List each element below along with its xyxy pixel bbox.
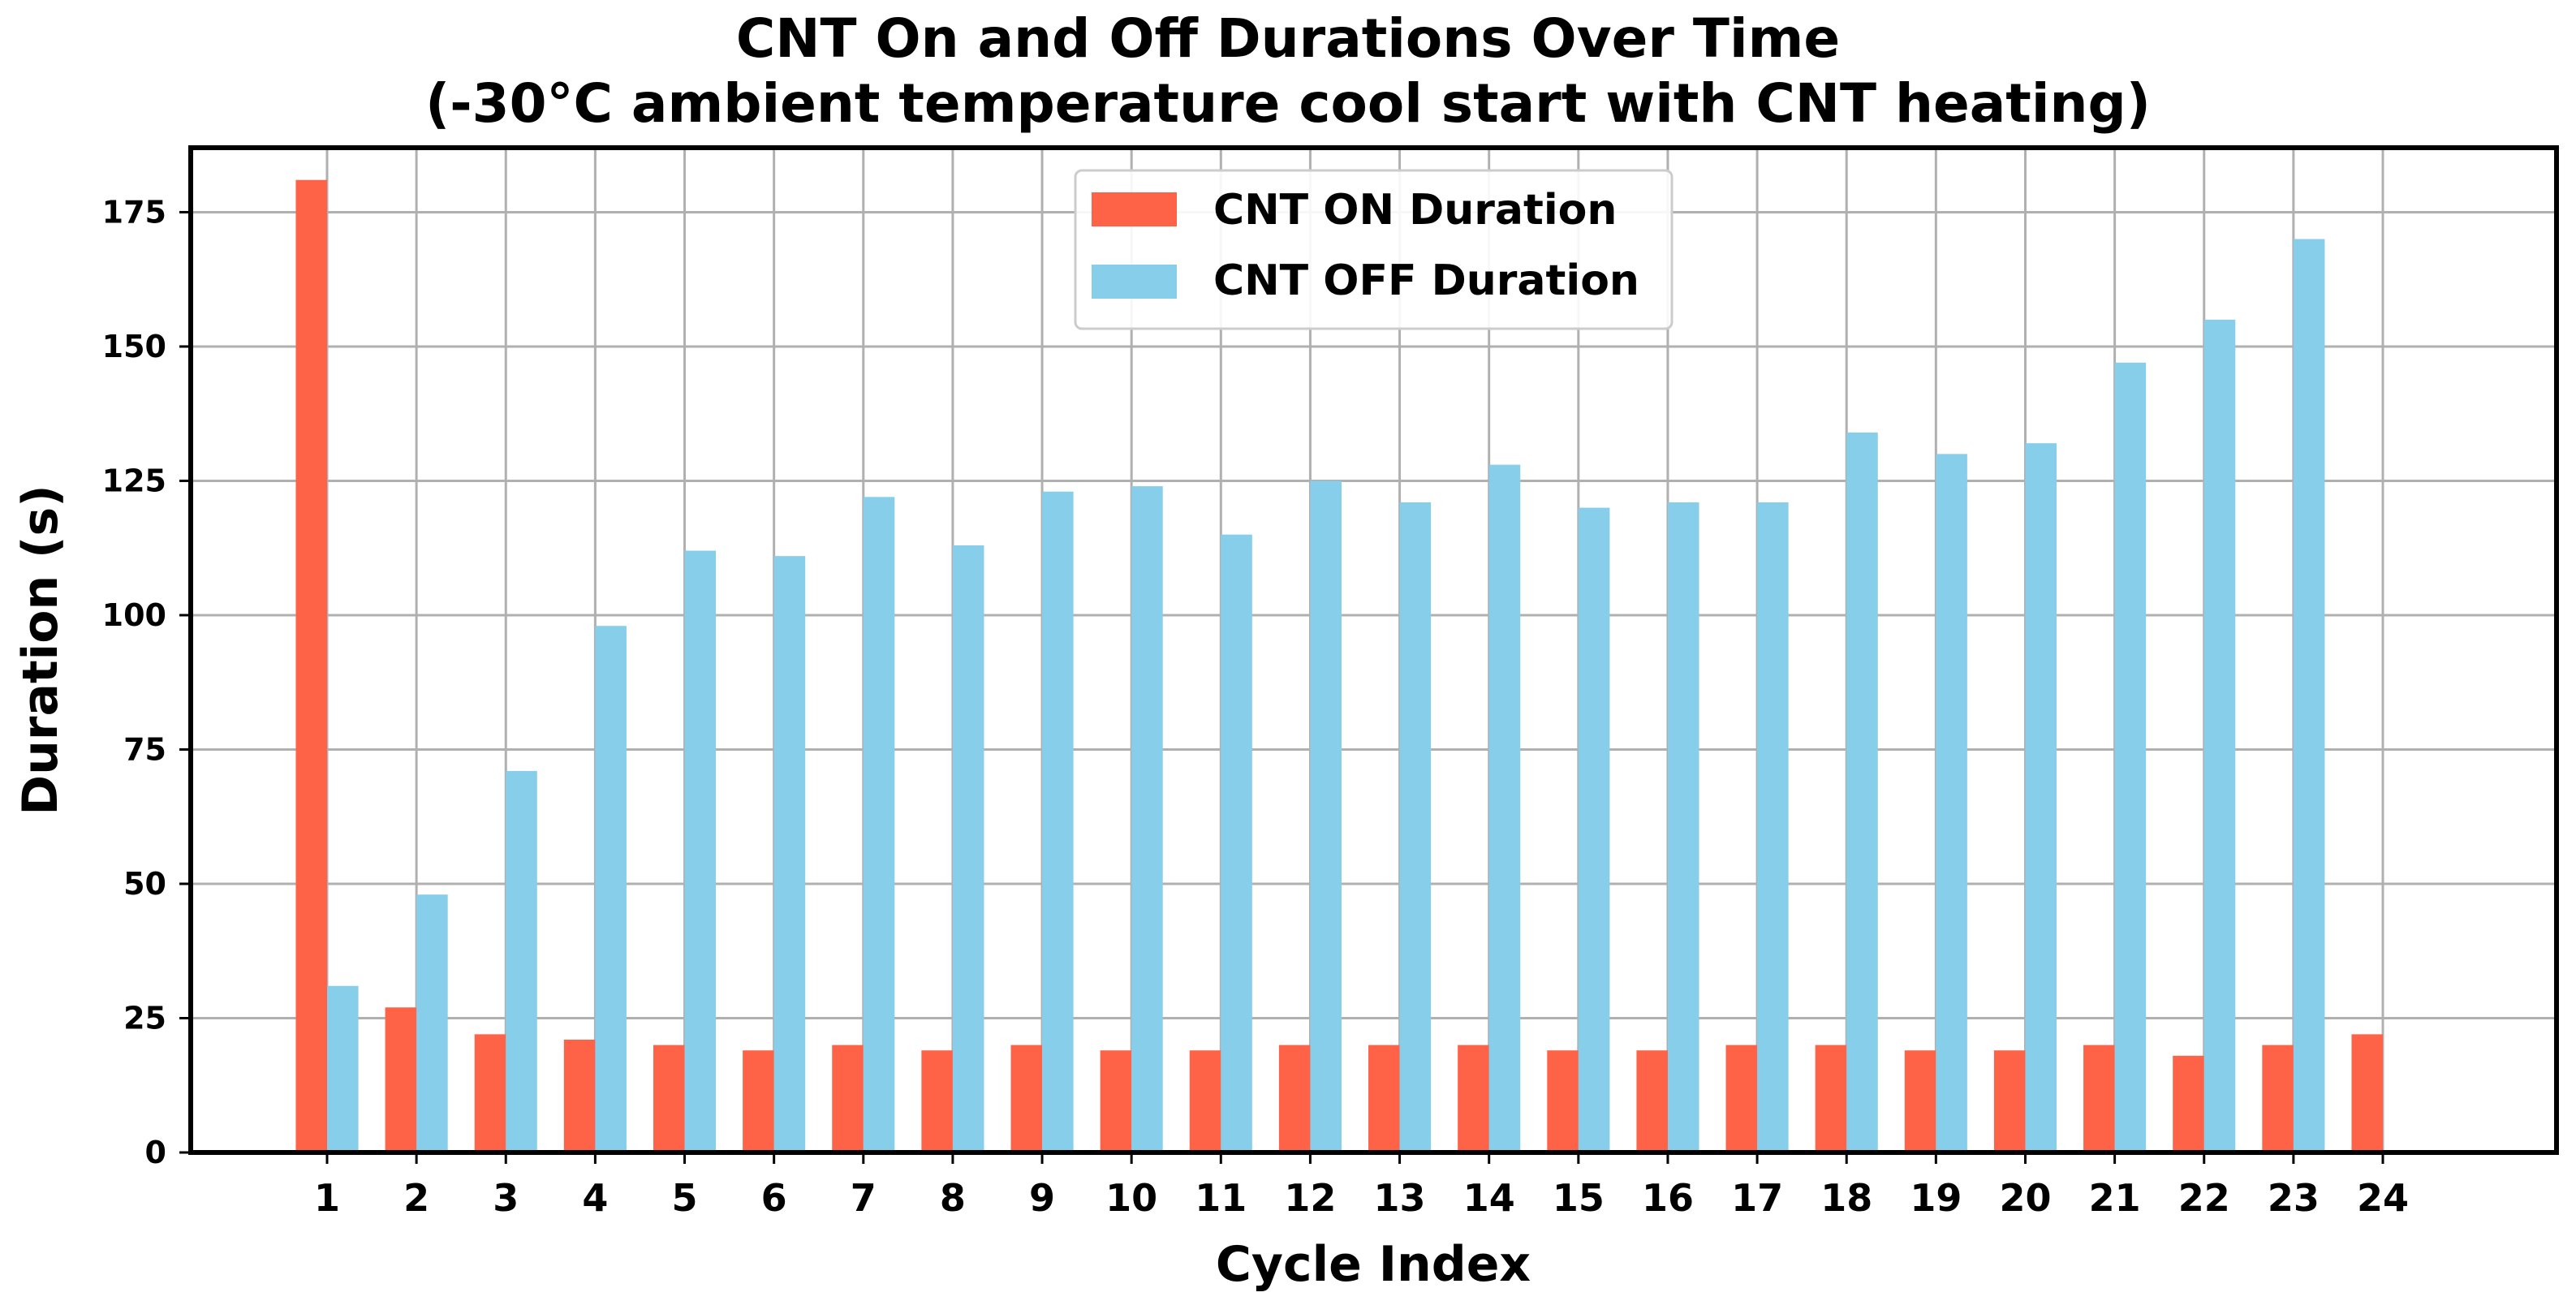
x-tick-label: 9 [1029, 1176, 1055, 1220]
bar-cnt-on [2083, 1045, 2115, 1152]
legend-label-off: CNT OFF Duration [1213, 256, 1639, 305]
y-tick-label: 125 [102, 463, 166, 498]
bar-cnt-on [921, 1050, 953, 1152]
x-axis-ticks: 1 2 3 4 5 6 7 8 9 10 11 12 13 14 15 16 17 18 19 20 21 22 23 24 [314, 1152, 2409, 1220]
x-tick-label: 6 [761, 1176, 787, 1220]
bar-cnt-off [2203, 319, 2236, 1152]
x-tick-label: 24 [2357, 1176, 2409, 1220]
bar-cnt-on [1993, 1050, 2026, 1152]
x-tick-label: 5 [672, 1176, 698, 1220]
bar-cnt-off [595, 626, 627, 1152]
x-tick-label: 3 [493, 1176, 519, 1220]
bar-cnt-on [474, 1034, 506, 1152]
y-tick-label: 50 [123, 866, 166, 902]
x-tick-label: 14 [1463, 1176, 1515, 1220]
bar-cnt-off [1399, 502, 1432, 1152]
bar-cnt-on [1189, 1050, 1221, 1152]
x-tick-label: 22 [2178, 1176, 2230, 1220]
x-tick-label: 10 [1105, 1176, 1157, 1220]
legend: CNT ON Duration CNT OFF Duration [1074, 169, 1674, 330]
x-tick-label: 8 [940, 1176, 966, 1220]
bar-cnt-off [1936, 454, 1967, 1152]
bar-cnt-on [1815, 1045, 1847, 1152]
x-tick-label: 20 [1999, 1176, 2051, 1220]
x-tick-label: 19 [1910, 1176, 1962, 1220]
y-tick-label: 25 [123, 1000, 166, 1036]
bar-cnt-off [1131, 486, 1163, 1152]
y-tick-label: 150 [102, 329, 166, 364]
bar-cnt-off [684, 550, 717, 1152]
bar-cnt-on [2351, 1034, 2383, 1152]
x-axis-label: Cycle Index [1216, 1236, 1531, 1293]
bar-cnt-on [1010, 1045, 1043, 1152]
bar-cnt-on [653, 1045, 685, 1152]
legend-swatch-off [1092, 265, 1177, 299]
bar-cnt-off [327, 985, 359, 1152]
bar-cnt-off [952, 545, 984, 1152]
bar-cnt-on [832, 1045, 864, 1152]
bar-cnt-off [506, 770, 537, 1152]
x-tick-label: 4 [582, 1176, 608, 1220]
x-tick-label: 11 [1195, 1176, 1247, 1220]
x-tick-label: 16 [1642, 1176, 1694, 1220]
x-tick-label: 21 [2089, 1176, 2141, 1220]
bar-cnt-on [1278, 1045, 1311, 1152]
plot-frame [188, 145, 2559, 1155]
bar-cnt-on [1100, 1050, 1132, 1152]
bar-cnt-off [416, 894, 448, 1152]
x-tick-label: 13 [1374, 1176, 1426, 1220]
x-tick-label: 1 [314, 1176, 340, 1220]
bar-cnt-on [385, 1007, 417, 1152]
y-tick-label: 75 [123, 731, 166, 767]
bar-cnt-off [863, 497, 895, 1152]
bar-cnt-on [1636, 1050, 1668, 1152]
legend-swatch-on [1092, 192, 1177, 226]
x-tick-label: 23 [2268, 1176, 2320, 1220]
y-tick-label: 100 [102, 597, 166, 633]
bar-cnt-on [563, 1039, 596, 1152]
bar-cnt-on [743, 1050, 774, 1152]
bar-cnt-off [2025, 443, 2057, 1152]
bar-cnt-on [1904, 1050, 1936, 1152]
bar-cnt-off [1578, 507, 1610, 1152]
chart-subtitle: (-30°C ambient temperature cool start wi… [425, 72, 2151, 135]
bar-cnt-on [1458, 1045, 1489, 1152]
x-tick-label: 12 [1284, 1176, 1336, 1220]
bar-cnt-off [2114, 362, 2147, 1152]
x-tick-label: 2 [403, 1176, 429, 1220]
bar-cnt-off [2293, 239, 2325, 1153]
y-tick-label: 0 [145, 1135, 166, 1170]
x-tick-label: 18 [1820, 1176, 1872, 1220]
bar-cnt-off [1667, 502, 1699, 1152]
bar-cnt-on [1368, 1045, 1400, 1152]
bar-cnt-on [1725, 1045, 1758, 1152]
legend-label-on: CNT ON Duration [1213, 186, 1617, 235]
bar-cnt-on [295, 179, 327, 1152]
y-axis-label: Duration (s) [12, 485, 69, 815]
y-tick-label: 175 [102, 194, 166, 230]
bar-cnt-on [2173, 1055, 2204, 1152]
bar-cnt-off [1757, 502, 1789, 1152]
bar-cnt-off [1310, 480, 1342, 1152]
x-tick-label: 17 [1731, 1176, 1783, 1220]
x-tick-label: 15 [1553, 1176, 1605, 1220]
bar-cnt-off [773, 556, 806, 1152]
legend-box [1074, 169, 1674, 330]
bars [295, 179, 2383, 1153]
bar-cnt-on [2262, 1045, 2294, 1152]
y-axis-ticks: 0 25 50 75 100 125 150 175 [102, 194, 191, 1170]
chart-title: CNT On and Off Durations Over Time [736, 7, 1840, 70]
bar-cnt-off [1042, 491, 1074, 1152]
bar-cnt-off [1221, 534, 1252, 1152]
bar-cnt-on [1547, 1050, 1579, 1152]
bar-cnt-off [1846, 432, 1878, 1152]
x-tick-label: 7 [851, 1176, 877, 1220]
bar-cnt-off [1488, 464, 1521, 1152]
